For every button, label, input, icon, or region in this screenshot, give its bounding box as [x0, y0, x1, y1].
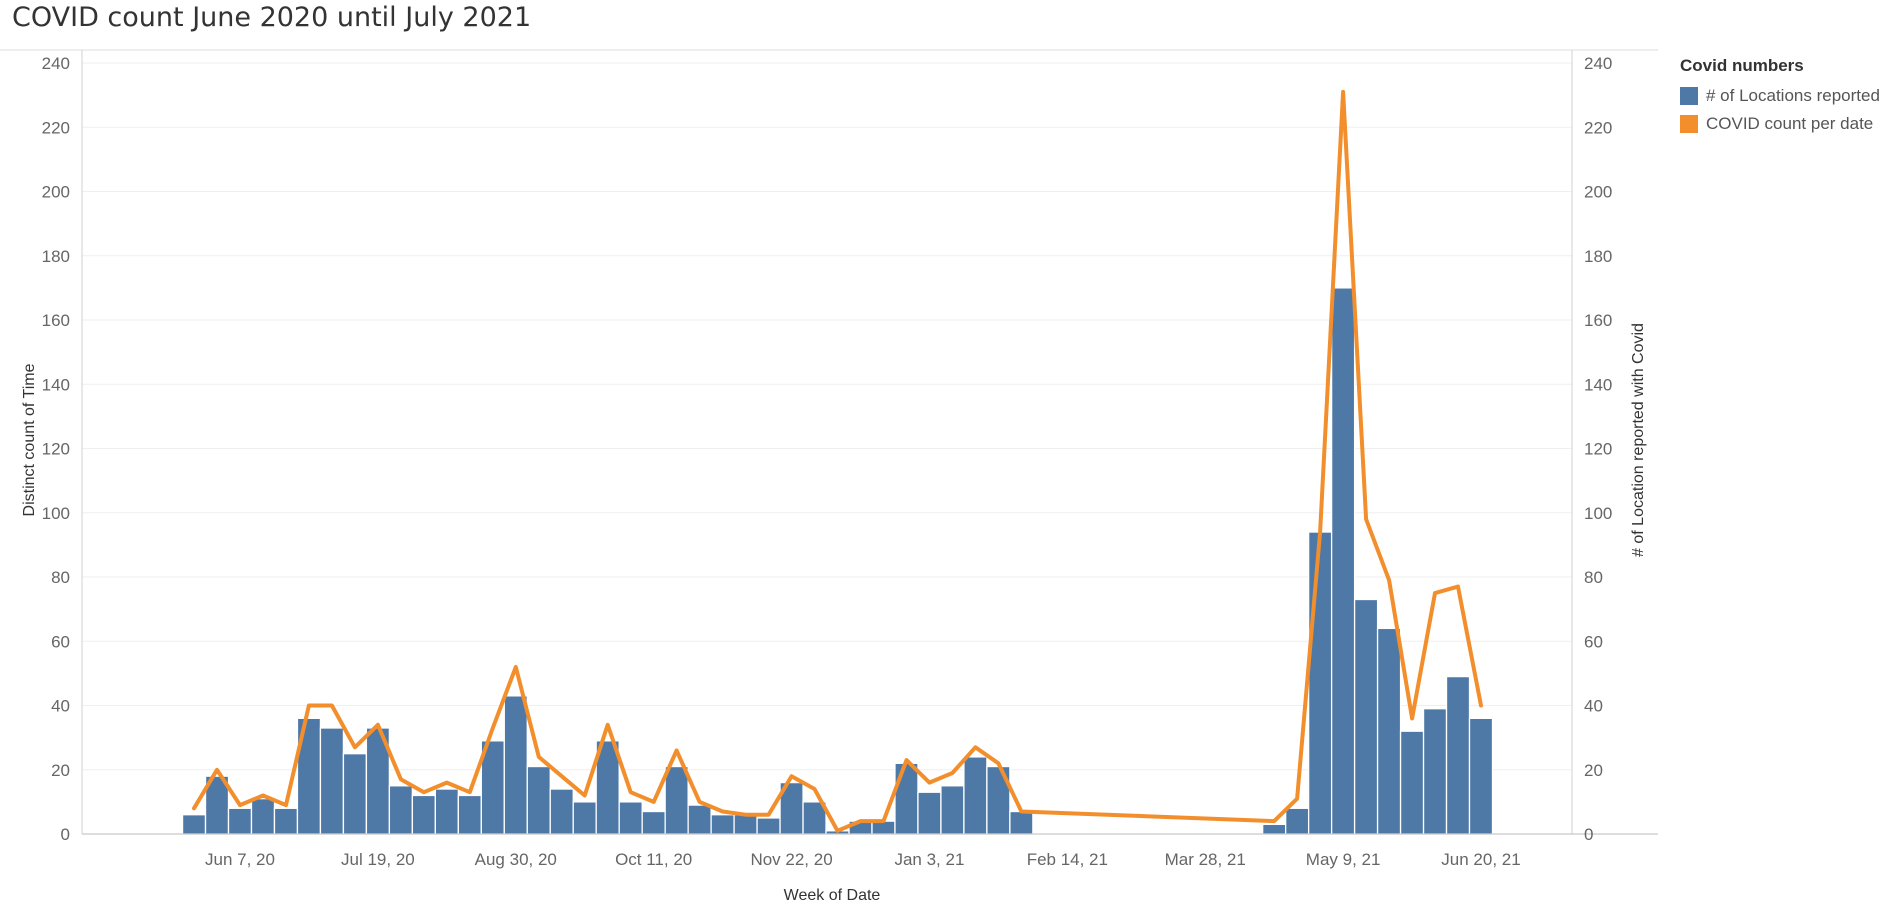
- legend-label-covid-count: COVID count per date: [1706, 114, 1874, 133]
- y-tick-label-left: 40: [51, 697, 70, 716]
- bar[interactable]: [1285, 807, 1310, 835]
- y-tick-label-right: 20: [1584, 761, 1603, 780]
- x-tick-label: May 9, 21: [1306, 850, 1381, 869]
- y-tick-label-right: 220: [1584, 118, 1612, 137]
- bar[interactable]: [1445, 675, 1471, 835]
- y-tick-label-left: 20: [51, 761, 70, 780]
- bar[interactable]: [1399, 730, 1425, 835]
- legend-swatch-covid-count: [1680, 115, 1698, 133]
- y-tick-label-left: 180: [42, 247, 70, 266]
- gridlines: [82, 62, 1572, 771]
- bar[interactable]: [1262, 823, 1287, 835]
- y-tick-label-right: 60: [1584, 632, 1603, 651]
- bar[interactable]: [1307, 531, 1333, 835]
- y-tick-label-left: 220: [42, 118, 70, 137]
- bar[interactable]: [549, 788, 574, 835]
- bar[interactable]: [1376, 627, 1402, 835]
- bar[interactable]: [664, 765, 689, 835]
- y-tick-label-left: 160: [42, 311, 70, 330]
- y-tick-label-left: 200: [42, 183, 70, 202]
- bar[interactable]: [434, 788, 459, 835]
- x-tick-label: Feb 14, 21: [1027, 850, 1108, 869]
- y-axis-label-left: Distinct count of Time: [21, 363, 38, 516]
- bar[interactable]: [894, 762, 919, 835]
- line-series: [192, 89, 1483, 833]
- y-tick-label-left: 120: [42, 440, 70, 459]
- legend-label-locations: # of Locations reported: [1706, 86, 1880, 105]
- legend: Covid numbers # of Locations reported CO…: [1680, 56, 1880, 138]
- bar[interactable]: [250, 798, 276, 835]
- y-tick-label-right: 120: [1584, 440, 1612, 459]
- y-tick-label-right: 100: [1584, 504, 1612, 523]
- y-tick-label-left: 0: [61, 825, 70, 844]
- bar[interactable]: [181, 814, 207, 835]
- bar[interactable]: [1468, 717, 1494, 835]
- x-tick-label: Oct 11, 20: [615, 850, 692, 869]
- bar[interactable]: [572, 801, 597, 835]
- x-tick-label: Jun 7, 20: [205, 850, 275, 869]
- bar[interactable]: [1009, 810, 1034, 835]
- x-tick-label: Jan 3, 21: [894, 850, 964, 869]
- bar[interactable]: [641, 810, 666, 835]
- bar[interactable]: [503, 695, 528, 835]
- bar[interactable]: [733, 814, 758, 835]
- left-y-ticks: 0 20 40 60 80 100 120 140 160 180 200 220 240: [42, 54, 70, 844]
- bar[interactable]: [1330, 287, 1356, 835]
- x-ticks: Jun 7, 20 Jul 19, 20 Aug 30, 20 Oct 11, 20 N…: [205, 850, 1521, 869]
- x-tick-label: Jun 20, 21: [1441, 850, 1520, 869]
- bar[interactable]: [756, 817, 781, 835]
- legend-swatch-locations: [1680, 87, 1698, 105]
- bar[interactable]: [227, 807, 253, 835]
- y-tick-label-left: 100: [42, 504, 70, 523]
- bar[interactable]: [618, 801, 643, 835]
- y-tick-label-right: 240: [1584, 54, 1612, 73]
- bar[interactable]: [1422, 708, 1448, 835]
- y-tick-label-left: 240: [42, 54, 70, 73]
- bar[interactable]: [710, 814, 735, 835]
- bar[interactable]: [457, 794, 482, 835]
- y-tick-label-left: 80: [51, 568, 70, 587]
- axes: [0, 49, 1658, 835]
- x-axis-label: Week of Date: [784, 887, 881, 904]
- bar[interactable]: [917, 791, 942, 835]
- legend-item-locations[interactable]: # of Locations reported: [1680, 82, 1880, 110]
- bar-series: [181, 287, 1494, 835]
- y-tick-label-right: 40: [1584, 697, 1603, 716]
- y-axis-label-right: # of Location reported with Covid: [1630, 323, 1647, 557]
- bar[interactable]: [388, 785, 414, 835]
- bar[interactable]: [342, 753, 368, 835]
- x-tick-label: Nov 22, 20: [750, 850, 832, 869]
- legend-item-covid-count[interactable]: COVID count per date: [1680, 110, 1880, 138]
- bar[interactable]: [273, 807, 299, 835]
- x-tick-label: Aug 30, 20: [475, 850, 557, 869]
- bar[interactable]: [526, 765, 551, 835]
- bar[interactable]: [411, 794, 436, 835]
- y-tick-label-left: 140: [42, 375, 70, 394]
- bar[interactable]: [940, 785, 965, 835]
- covid-count-line[interactable]: [192, 89, 1483, 833]
- y-tick-label-right: 160: [1584, 311, 1612, 330]
- legend-title: Covid numbers: [1680, 56, 1804, 75]
- y-tick-label-right: 140: [1584, 375, 1612, 394]
- x-tick-label: Jul 19, 20: [341, 850, 415, 869]
- y-tick-label-right: 80: [1584, 568, 1603, 587]
- chart-title: COVID count June 2020 until July 2021: [12, 2, 532, 33]
- bar[interactable]: [319, 727, 345, 835]
- y-tick-label-right: 0: [1584, 825, 1593, 844]
- bar[interactable]: [1353, 598, 1379, 835]
- right-y-ticks: 0 20 40 60 80 100 120 140 160 180 200 220 240: [1584, 54, 1612, 844]
- bar[interactable]: [687, 804, 712, 835]
- y-tick-label-right: 200: [1584, 183, 1612, 202]
- bar[interactable]: [963, 756, 988, 835]
- y-tick-label-left: 60: [51, 632, 70, 651]
- y-tick-label-right: 180: [1584, 247, 1612, 266]
- x-tick-label: Mar 28, 21: [1165, 850, 1246, 869]
